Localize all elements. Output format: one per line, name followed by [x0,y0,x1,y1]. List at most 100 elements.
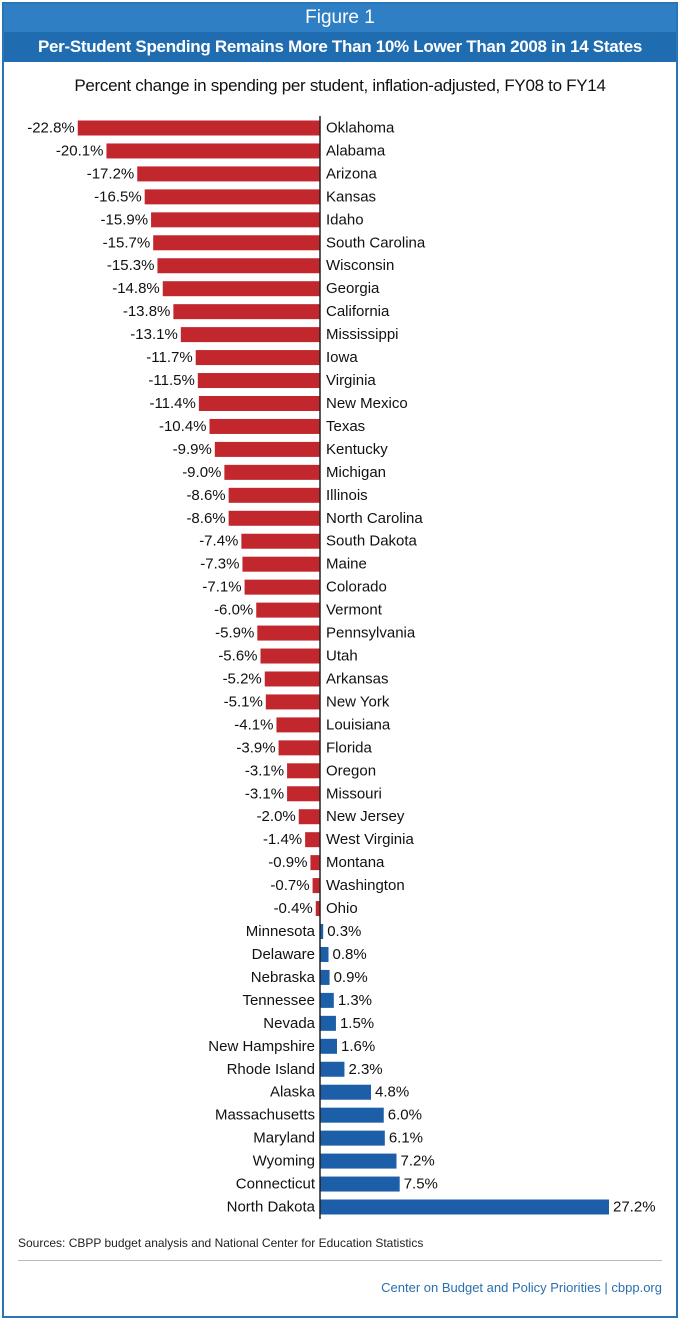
data-label: -13.8% [123,303,171,320]
data-label: -10.4% [159,418,207,435]
bar [320,1176,400,1192]
category-label: Colorado [326,579,387,596]
category-label: Tennessee [242,992,315,1009]
bar [287,763,320,779]
data-label: 6.0% [388,1107,422,1124]
bar [195,350,320,366]
bar [228,510,320,526]
category-label: Montana [326,854,385,871]
category-label: New Mexico [326,395,408,412]
category-label: Virginia [326,372,376,389]
bar [257,625,320,641]
category-label: Maryland [253,1130,315,1147]
bar [265,694,320,710]
category-label: South Carolina [326,234,426,251]
category-label: California [326,303,390,320]
category-label: South Dakota [326,533,418,550]
category-label: Texas [326,418,365,435]
data-label: -5.9% [215,625,254,642]
footer-divider [18,1260,662,1261]
bar [320,1107,384,1123]
data-label: -7.1% [202,579,241,596]
category-label: West Virginia [326,831,414,848]
category-label: Ohio [326,900,358,917]
data-label: -4.1% [234,716,273,733]
figure-label: Figure 1 [4,4,676,32]
category-label: Alaska [270,1084,316,1101]
bar [320,992,334,1008]
bar [276,717,320,733]
category-label: Maine [326,556,367,573]
data-label: -3.9% [236,739,275,756]
category-label: Oklahoma [326,120,395,137]
bar [320,1038,337,1054]
data-label: -0.9% [268,854,307,871]
category-label: Florida [326,739,373,756]
data-label: 2.3% [348,1061,382,1078]
bar [320,969,330,985]
category-label: Georgia [326,280,380,297]
data-label: -15.3% [107,257,155,274]
category-label: Massachusetts [215,1107,315,1124]
chart-subtitle: Percent change in spending per student, … [74,76,606,95]
bar [173,304,320,320]
data-label: 0.9% [334,969,368,986]
data-label: 6.1% [389,1130,423,1147]
bar [320,924,324,940]
data-label: 1.5% [340,1015,374,1032]
bar [312,878,320,894]
bar [153,235,320,251]
data-label: -5.1% [224,693,263,710]
bar [320,1015,336,1031]
bar [197,373,320,389]
data-label: -7.4% [199,533,238,550]
bar [209,418,320,434]
category-label: Washington [326,877,405,894]
data-label: -13.1% [130,326,178,343]
category-label: Minnesota [246,923,316,940]
category-label: Nebraska [251,969,316,986]
bar [241,533,320,549]
bar [151,212,320,228]
bar [278,740,320,756]
credit-line: Center on Budget and Policy Priorities |… [381,1280,662,1295]
bar [264,671,320,687]
chart-title: Per-Student Spending Remains More Than 1… [4,32,676,62]
data-label: -5.6% [218,648,257,665]
category-label: Rhode Island [227,1061,315,1078]
data-label: -3.1% [245,762,284,779]
data-label: -9.9% [173,441,212,458]
bar [157,258,320,274]
data-label: -9.0% [182,464,221,481]
bar [242,556,320,572]
bar [305,832,320,848]
bar [214,441,320,457]
data-label: -5.2% [223,670,262,687]
data-label: -11.7% [146,349,192,366]
category-label: North Carolina [326,510,423,527]
data-label: 0.8% [333,946,367,963]
data-label: 7.5% [404,1176,438,1193]
category-label: Kansas [326,188,376,205]
data-label: -8.6% [186,510,225,527]
bar [137,166,320,182]
category-label: Vermont [326,602,383,619]
bar [244,579,320,595]
category-label: New Hampshire [208,1038,315,1055]
category-label: Kentucky [326,441,388,458]
data-label: -22.8% [27,120,75,137]
data-label: -8.6% [186,487,225,504]
bar [106,143,320,159]
bar [144,189,320,205]
bar [287,786,320,802]
data-label: -17.2% [87,165,135,182]
category-label: Oregon [326,762,376,779]
data-label: -15.9% [101,211,149,228]
category-label: Missouri [326,785,382,802]
bar [320,946,329,962]
category-label: Arkansas [326,670,389,687]
data-label: -0.4% [274,900,313,917]
category-label: New York [326,693,390,710]
data-label: 1.3% [338,992,372,1009]
